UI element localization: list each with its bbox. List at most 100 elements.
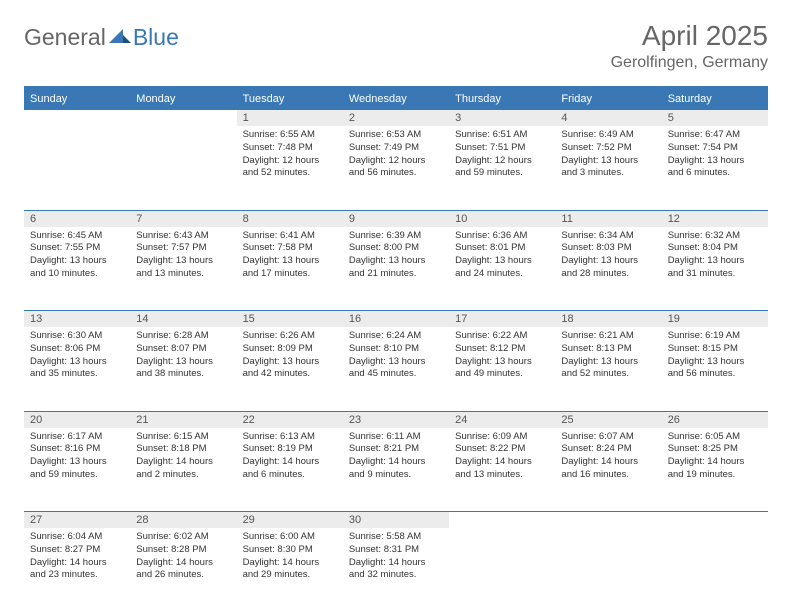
day-details: Sunrise: 6:21 AMSunset: 8:13 PMDaylight:… [555,327,661,385]
day-number-cell [130,110,236,126]
day-details: Sunrise: 6:05 AMSunset: 8:25 PMDaylight:… [662,428,768,486]
day-details: Sunrise: 6:24 AMSunset: 8:10 PMDaylight:… [343,327,449,385]
day-number-cell: 1 [237,110,343,126]
day-body-cell [662,528,768,612]
day-details: Sunrise: 6:51 AMSunset: 7:51 PMDaylight:… [449,126,555,184]
day-number-cell: 10 [449,210,555,227]
day-body-cell: Sunrise: 6:53 AMSunset: 7:49 PMDaylight:… [343,126,449,210]
day-body-cell: Sunrise: 6:28 AMSunset: 8:07 PMDaylight:… [130,327,236,411]
page-location: Gerolfingen, Germany [611,54,768,72]
day-body-cell: Sunrise: 6:11 AMSunset: 8:21 PMDaylight:… [343,428,449,512]
day-number-cell: 12 [662,210,768,227]
day-details: Sunrise: 6:28 AMSunset: 8:07 PMDaylight:… [130,327,236,385]
day-details: Sunrise: 6:32 AMSunset: 8:04 PMDaylight:… [662,227,768,285]
day-number-cell: 17 [449,311,555,328]
day-details: Sunrise: 6:39 AMSunset: 8:00 PMDaylight:… [343,227,449,285]
day-details: Sunrise: 6:45 AMSunset: 7:55 PMDaylight:… [24,227,130,285]
col-tuesday: Tuesday [237,87,343,110]
day-details: Sunrise: 6:49 AMSunset: 7:52 PMDaylight:… [555,126,661,184]
day-details: Sunrise: 6:00 AMSunset: 8:30 PMDaylight:… [237,528,343,586]
day-details: Sunrise: 6:09 AMSunset: 8:22 PMDaylight:… [449,428,555,486]
day-number-cell: 25 [555,411,661,428]
day-body-cell: Sunrise: 6:32 AMSunset: 8:04 PMDaylight:… [662,227,768,311]
day-number-row: 12345 [24,110,768,126]
day-details: Sunrise: 6:15 AMSunset: 8:18 PMDaylight:… [130,428,236,486]
day-number-cell: 7 [130,210,236,227]
day-number-row: 27282930 [24,512,768,529]
day-body-cell: Sunrise: 6:49 AMSunset: 7:52 PMDaylight:… [555,126,661,210]
brand-logo: General Blue [24,24,179,51]
day-details: Sunrise: 6:26 AMSunset: 8:09 PMDaylight:… [237,327,343,385]
day-number-cell: 22 [237,411,343,428]
day-body-cell: Sunrise: 6:30 AMSunset: 8:06 PMDaylight:… [24,327,130,411]
day-number-row: 6789101112 [24,210,768,227]
brand-general: General [24,24,106,51]
day-body-cell: Sunrise: 6:21 AMSunset: 8:13 PMDaylight:… [555,327,661,411]
day-details: Sunrise: 6:13 AMSunset: 8:19 PMDaylight:… [237,428,343,486]
col-friday: Friday [555,87,661,110]
title-block: April 2025 Gerolfingen, Germany [611,20,768,72]
day-body-cell: Sunrise: 6:02 AMSunset: 8:28 PMDaylight:… [130,528,236,612]
day-number-cell: 20 [24,411,130,428]
day-number-cell: 14 [130,311,236,328]
day-body-cell: Sunrise: 6:55 AMSunset: 7:48 PMDaylight:… [237,126,343,210]
day-body-cell: Sunrise: 6:07 AMSunset: 8:24 PMDaylight:… [555,428,661,512]
day-body-cell: Sunrise: 6:22 AMSunset: 8:12 PMDaylight:… [449,327,555,411]
col-wednesday: Wednesday [343,87,449,110]
col-sunday: Sunday [24,87,130,110]
day-number-cell: 30 [343,512,449,529]
day-body-cell: Sunrise: 6:09 AMSunset: 8:22 PMDaylight:… [449,428,555,512]
day-body-cell: Sunrise: 5:58 AMSunset: 8:31 PMDaylight:… [343,528,449,612]
day-number-cell: 11 [555,210,661,227]
day-number-cell: 13 [24,311,130,328]
day-details: Sunrise: 6:02 AMSunset: 8:28 PMDaylight:… [130,528,236,586]
day-number-cell: 4 [555,110,661,126]
day-number-cell: 5 [662,110,768,126]
day-body-cell: Sunrise: 6:34 AMSunset: 8:03 PMDaylight:… [555,227,661,311]
day-body-cell: Sunrise: 6:13 AMSunset: 8:19 PMDaylight:… [237,428,343,512]
day-number-cell [449,512,555,529]
day-body-row: Sunrise: 6:17 AMSunset: 8:16 PMDaylight:… [24,428,768,512]
day-body-cell [449,528,555,612]
brand-blue: Blue [133,24,179,51]
day-details: Sunrise: 6:41 AMSunset: 7:58 PMDaylight:… [237,227,343,285]
page-title: April 2025 [611,20,768,52]
day-body-cell: Sunrise: 6:47 AMSunset: 7:54 PMDaylight:… [662,126,768,210]
day-details: Sunrise: 6:11 AMSunset: 8:21 PMDaylight:… [343,428,449,486]
day-number-row: 20212223242526 [24,411,768,428]
day-details: Sunrise: 6:53 AMSunset: 7:49 PMDaylight:… [343,126,449,184]
day-details: Sunrise: 6:43 AMSunset: 7:57 PMDaylight:… [130,227,236,285]
day-details: Sunrise: 6:17 AMSunset: 8:16 PMDaylight:… [24,428,130,486]
day-body-cell: Sunrise: 6:39 AMSunset: 8:00 PMDaylight:… [343,227,449,311]
day-body-cell [24,126,130,210]
day-number-cell: 29 [237,512,343,529]
day-number-cell: 21 [130,411,236,428]
day-number-cell: 23 [343,411,449,428]
day-number-cell: 24 [449,411,555,428]
day-number-row: 13141516171819 [24,311,768,328]
brand-triangle-icon [109,24,131,51]
day-body-cell [130,126,236,210]
day-body-cell [555,528,661,612]
day-body-row: Sunrise: 6:45 AMSunset: 7:55 PMDaylight:… [24,227,768,311]
day-details: Sunrise: 6:19 AMSunset: 8:15 PMDaylight:… [662,327,768,385]
day-details: Sunrise: 6:34 AMSunset: 8:03 PMDaylight:… [555,227,661,285]
day-body-cell: Sunrise: 6:04 AMSunset: 8:27 PMDaylight:… [24,528,130,612]
day-number-cell: 18 [555,311,661,328]
header-row: Sunday Monday Tuesday Wednesday Thursday… [24,87,768,110]
day-details: Sunrise: 6:36 AMSunset: 8:01 PMDaylight:… [449,227,555,285]
day-number-cell: 26 [662,411,768,428]
day-number-cell: 28 [130,512,236,529]
col-monday: Monday [130,87,236,110]
day-details: Sunrise: 6:47 AMSunset: 7:54 PMDaylight:… [662,126,768,184]
day-number-cell: 15 [237,311,343,328]
day-body-cell: Sunrise: 6:41 AMSunset: 7:58 PMDaylight:… [237,227,343,311]
day-number-cell [555,512,661,529]
header: General Blue April 2025 Gerolfingen, Ger… [24,20,768,72]
day-number-cell: 8 [237,210,343,227]
day-body-cell: Sunrise: 6:51 AMSunset: 7:51 PMDaylight:… [449,126,555,210]
day-number-cell: 3 [449,110,555,126]
day-details: Sunrise: 6:22 AMSunset: 8:12 PMDaylight:… [449,327,555,385]
day-details: Sunrise: 5:58 AMSunset: 8:31 PMDaylight:… [343,528,449,586]
day-details: Sunrise: 6:30 AMSunset: 8:06 PMDaylight:… [24,327,130,385]
